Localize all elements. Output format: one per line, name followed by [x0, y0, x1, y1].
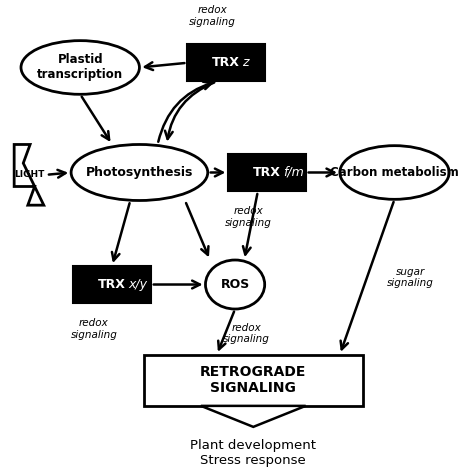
- FancyBboxPatch shape: [73, 266, 151, 303]
- Ellipse shape: [205, 260, 264, 309]
- Text: Plant development
Stress response: Plant development Stress response: [190, 438, 316, 466]
- Text: sugar
signaling: sugar signaling: [387, 267, 434, 288]
- Text: Carbon metabolism: Carbon metabolism: [330, 166, 459, 179]
- Polygon shape: [201, 406, 306, 427]
- FancyBboxPatch shape: [144, 355, 363, 406]
- Ellipse shape: [71, 145, 208, 201]
- Text: ROS: ROS: [220, 278, 250, 291]
- Text: Plastid
transcription: Plastid transcription: [37, 54, 123, 82]
- FancyBboxPatch shape: [187, 44, 264, 82]
- Text: TRX: TRX: [253, 166, 281, 179]
- Polygon shape: [14, 145, 44, 205]
- Text: TRX: TRX: [98, 278, 126, 291]
- Ellipse shape: [21, 41, 139, 94]
- Text: f/m: f/m: [283, 166, 304, 179]
- Text: Photosynthesis: Photosynthesis: [86, 166, 193, 179]
- Text: x/y: x/y: [128, 278, 147, 291]
- Text: RETROGRADE
SIGNALING: RETROGRADE SIGNALING: [200, 365, 307, 395]
- Text: redox
signaling: redox signaling: [225, 206, 272, 228]
- Text: z: z: [242, 56, 248, 69]
- Text: redox
signaling: redox signaling: [189, 5, 236, 27]
- Text: redox
signaling: redox signaling: [71, 318, 117, 340]
- Text: TRX: TRX: [212, 56, 240, 69]
- FancyBboxPatch shape: [228, 154, 306, 191]
- Text: redox
signaling: redox signaling: [223, 323, 270, 344]
- Text: LIGHT: LIGHT: [14, 170, 44, 179]
- Ellipse shape: [340, 146, 449, 200]
